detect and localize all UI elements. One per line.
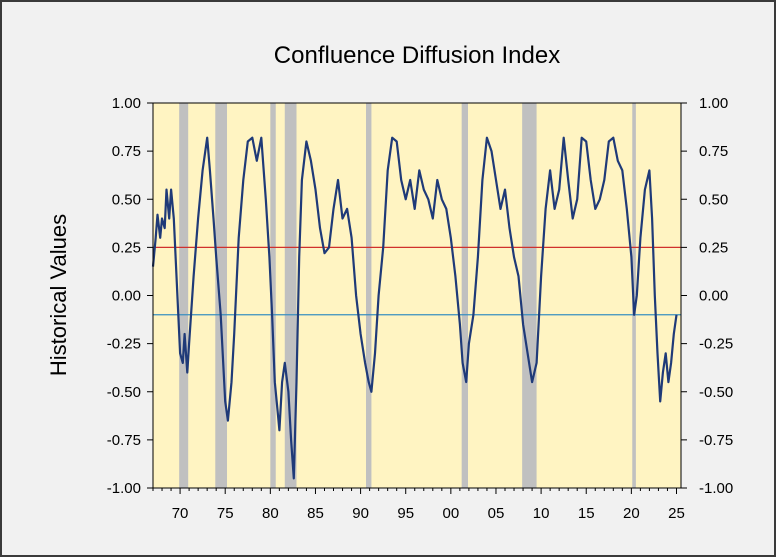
y-tick-label-right: -0.25 bbox=[699, 336, 733, 353]
y-tick-label-left: 0.25 bbox=[112, 239, 141, 256]
x-tick-label: 70 bbox=[172, 505, 189, 522]
series-line bbox=[151, 136, 678, 480]
x-tick-label: 05 bbox=[488, 505, 505, 522]
y-tick-label-left: 0.00 bbox=[112, 288, 141, 305]
x-axis: 70 75 80 85 90 95 00 05 10 15 20 25 bbox=[152, 488, 685, 522]
y-axis-label: Historical Values bbox=[46, 214, 71, 376]
y-tick-label-left: -0.75 bbox=[107, 432, 141, 449]
x-tick-label: 90 bbox=[352, 505, 369, 522]
x-tick-label: 95 bbox=[397, 505, 414, 522]
y-tick-label-right: 0.75 bbox=[699, 143, 728, 160]
y-tick-label-right: -1.00 bbox=[699, 480, 733, 497]
y-axis-right: 1.00 0.75 0.50 0.25 0.00 -0.25 -0.50 -0.75 -1.00 bbox=[681, 95, 733, 497]
x-tick-label: 00 bbox=[443, 505, 460, 522]
x-tick-label: 80 bbox=[262, 505, 279, 522]
x-tick-label: 25 bbox=[668, 505, 685, 522]
x-tick-label: 15 bbox=[578, 505, 595, 522]
y-tick-label-left: -0.25 bbox=[107, 336, 141, 353]
y-tick-label-right: -0.50 bbox=[699, 384, 733, 401]
y-tick-label-left: -0.50 bbox=[107, 384, 141, 401]
plot-area bbox=[153, 103, 681, 488]
y-tick-label-right: 0.25 bbox=[699, 239, 728, 256]
reference-lines bbox=[153, 246, 681, 316]
y-axis-left: 1.00 0.75 0.50 0.25 0.00 -0.25 -0.50 -0.75 -1.00 bbox=[107, 95, 153, 497]
y-tick-label-right: -0.75 bbox=[699, 432, 733, 449]
recession-band-3 bbox=[284, 103, 297, 488]
x-tick-label: 20 bbox=[623, 505, 640, 522]
recession-bands bbox=[179, 103, 636, 488]
y-tick-label-right: 0.50 bbox=[699, 191, 728, 208]
y-tick-label-left: 0.50 bbox=[112, 191, 141, 208]
x-tick-label: 10 bbox=[533, 505, 550, 522]
y-tick-label-right: 1.00 bbox=[699, 95, 728, 112]
y-tick-label-left: -1.00 bbox=[107, 480, 141, 497]
y-tick-label-left: 0.75 bbox=[112, 143, 141, 160]
y-tick-label-left: 1.00 bbox=[112, 95, 141, 112]
x-tick-label: 75 bbox=[217, 505, 234, 522]
chart-title: Confluence Diffusion Index bbox=[274, 42, 560, 69]
recession-band-5 bbox=[461, 103, 468, 488]
recession-band-1 bbox=[215, 103, 228, 488]
y-tick-label-right: 0.00 bbox=[699, 288, 728, 305]
recession-band-0 bbox=[179, 103, 189, 488]
recession-band-6 bbox=[522, 103, 537, 488]
recession-band-4 bbox=[366, 103, 372, 488]
x-tick-label: 85 bbox=[307, 505, 324, 522]
recession-band-2 bbox=[270, 103, 276, 488]
